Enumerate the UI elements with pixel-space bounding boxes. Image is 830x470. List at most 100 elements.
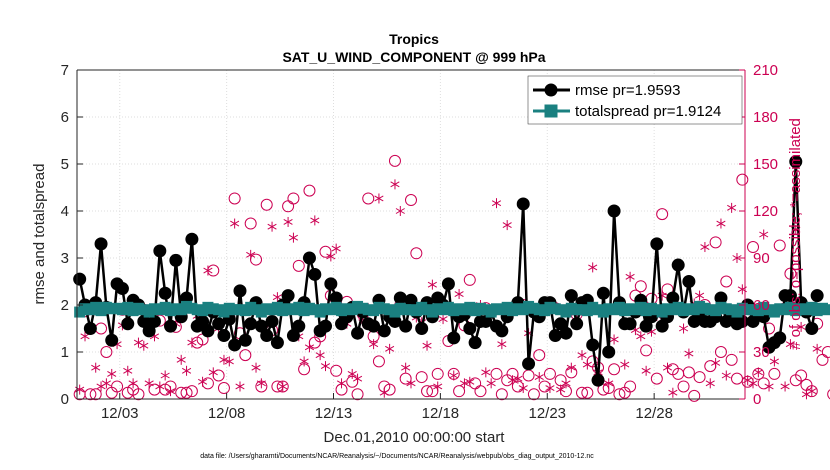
possible-obs-point <box>421 385 434 398</box>
assimilated-stroke <box>315 352 325 359</box>
assimilated-stroke <box>230 220 240 227</box>
possible-obs-point <box>714 346 727 358</box>
possible-obs-point <box>597 383 610 396</box>
rmse-point <box>329 291 343 305</box>
rmse-point <box>586 338 600 352</box>
assimilated-stroke <box>668 389 678 396</box>
assimilated-stroke <box>753 369 763 376</box>
assimilated-obs-point <box>352 373 363 384</box>
y-tick-label: 2 <box>61 297 69 314</box>
legend-box <box>527 75 743 125</box>
assimilated-obs-point <box>347 368 357 379</box>
assimilated-obs-point <box>165 386 176 397</box>
assimilated-obs-point <box>513 373 523 384</box>
assimilated-obs-point <box>561 378 571 389</box>
assimilated-stroke <box>390 181 400 188</box>
assimilated-obs-point <box>801 389 812 400</box>
assimilated-obs-point <box>668 387 678 398</box>
assimilated-stroke <box>732 255 742 261</box>
possible-obs-point <box>682 366 695 379</box>
x-tick-label: 12/03 <box>101 405 139 422</box>
assimilated-stroke <box>582 361 592 368</box>
ticks: 0 1 2 3 4 5 6 7 0 30 60 90 120 150 180 210 12/03 12/08 12/… <box>61 62 778 422</box>
assimilated-stroke <box>251 364 261 371</box>
assimilated-stroke <box>545 385 555 391</box>
possible-obs-point <box>634 280 647 293</box>
series-layer <box>73 154 830 402</box>
assimilated-obs-point <box>785 339 796 350</box>
assimilated-obs-point <box>80 331 90 342</box>
rmse-point <box>404 293 418 307</box>
assimilated-obs-point <box>438 314 448 325</box>
assimilated-obs-point <box>267 221 277 232</box>
rmse-point <box>308 267 322 281</box>
y2-tick-label: 210 <box>753 62 778 79</box>
assimilated-stroke <box>91 364 101 371</box>
assimilated-stroke <box>336 380 347 387</box>
assimilated-stroke <box>331 245 341 252</box>
rmse-point <box>73 272 87 286</box>
assimilated-obs-point <box>609 334 619 345</box>
assimilated-obs-point <box>251 362 261 373</box>
possible-obs-point <box>180 386 193 399</box>
rmse-point <box>666 291 680 305</box>
assimilated-obs-point <box>336 378 347 389</box>
assimilated-obs-point <box>390 179 400 190</box>
totalspread-point <box>822 304 830 316</box>
y-tick-label: 5 <box>61 156 69 173</box>
assimilated-stroke <box>518 385 528 391</box>
assimilated-obs-point <box>427 279 437 290</box>
assimilated-obs-point <box>123 365 133 376</box>
y2-tick-label: 0 <box>753 391 761 408</box>
assimilated-obs-point <box>369 339 379 350</box>
assimilated-stroke <box>454 291 464 297</box>
assimilated-stroke <box>534 374 544 380</box>
assimilated-obs-point <box>700 242 710 253</box>
assimilated-obs-point <box>636 331 646 342</box>
assimilated-stroke <box>278 383 288 390</box>
assimilated-obs-point <box>454 289 464 300</box>
rmse-point <box>302 251 316 265</box>
possible-obs-point <box>827 389 830 400</box>
assimilated-stroke <box>438 316 448 323</box>
y-tick-label: 1 <box>61 344 69 361</box>
assimilated-obs-point <box>566 362 576 373</box>
assimilated-stroke <box>764 383 774 390</box>
possible-obs-point <box>656 208 669 221</box>
assimilated-stroke <box>401 364 411 371</box>
assimilated-obs-point <box>625 271 635 282</box>
possible-obs-point <box>111 380 124 393</box>
assimilated-obs-point <box>208 367 218 378</box>
assimilated-stroke <box>577 352 587 359</box>
rmse-point <box>468 336 482 350</box>
possible-obs-point <box>736 173 749 186</box>
assimilated-stroke <box>502 222 512 229</box>
assimilated-stroke <box>604 380 614 387</box>
possible-obs-point <box>228 192 241 205</box>
assimilated-stroke <box>288 234 299 241</box>
assimilated-obs-point <box>694 290 705 301</box>
assimilated-stroke <box>507 377 518 384</box>
assimilated-stroke <box>133 339 144 346</box>
rmse-point <box>217 329 231 343</box>
y-tick-label: 4 <box>61 203 69 220</box>
possible-obs-point <box>650 372 663 385</box>
x-tick-label: 12/13 <box>315 405 353 422</box>
possible-obs-point <box>821 346 830 358</box>
rmse-point <box>522 357 536 371</box>
possible-obs-point <box>362 192 375 205</box>
possible-obs-point <box>576 386 589 399</box>
assimilated-stroke <box>780 383 790 390</box>
rmse-point <box>773 331 787 345</box>
assimilated-stroke <box>721 372 731 379</box>
assimilated-stroke <box>481 369 491 376</box>
assimilated-stroke <box>379 389 389 396</box>
rmse-point <box>516 197 530 211</box>
assimilated-stroke <box>759 231 769 238</box>
rmse-point <box>399 319 413 333</box>
rmse-point <box>292 319 306 333</box>
assimilated-obs-point <box>278 381 288 392</box>
x-tick-label: 12/28 <box>635 405 673 422</box>
chart-title: Tropics <box>389 31 439 47</box>
assimilated-stroke <box>427 281 437 288</box>
